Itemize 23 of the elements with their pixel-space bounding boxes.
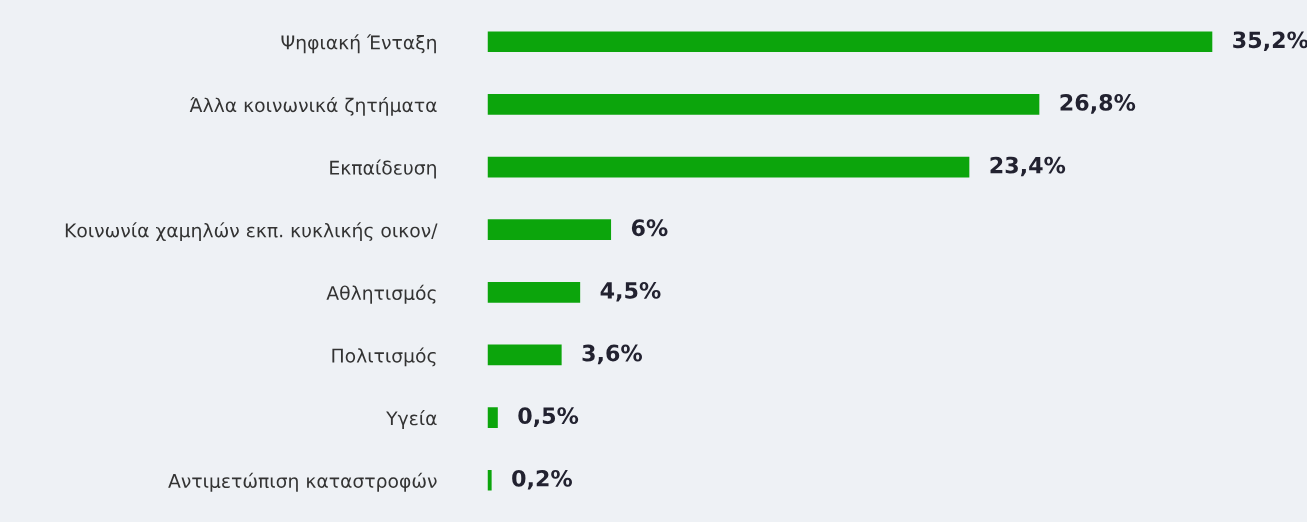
y-tick-label: Αντιμετώπιση καταστροφών	[168, 472, 437, 492]
bar	[487, 156, 970, 178]
y-tick-label: Υγεία	[386, 410, 437, 429]
bar	[487, 469, 492, 491]
bar	[487, 407, 498, 428]
data-label: 6%	[631, 219, 668, 237]
data-label: 26,8%	[1060, 94, 1136, 114]
bar	[487, 31, 1213, 53]
y-tick-label: Πολιτισμός	[332, 347, 436, 367]
data-label: 0,5%	[518, 407, 579, 427]
y-tick-label: Εκπαίδευση	[330, 159, 436, 179]
data-label: 0,2%	[512, 469, 572, 490]
y-tick-label: Κοινωνία χαμηλών εκπ. κυκλικής οικον/	[65, 222, 438, 242]
data-label: 4,5%	[600, 281, 661, 302]
bar	[487, 219, 612, 241]
y-tick-label: Άλλα κοινωνικά ζητήματα	[189, 96, 437, 116]
data-label: 23,4%	[990, 156, 1066, 177]
data-label: 3,6%	[582, 344, 643, 365]
y-tick-label: Αθλητισμός	[326, 284, 436, 304]
y-tick-label: Ψηφιακή Ένταξη	[281, 34, 436, 54]
bar	[487, 344, 562, 366]
bar	[487, 94, 1040, 115]
bar	[487, 281, 581, 303]
